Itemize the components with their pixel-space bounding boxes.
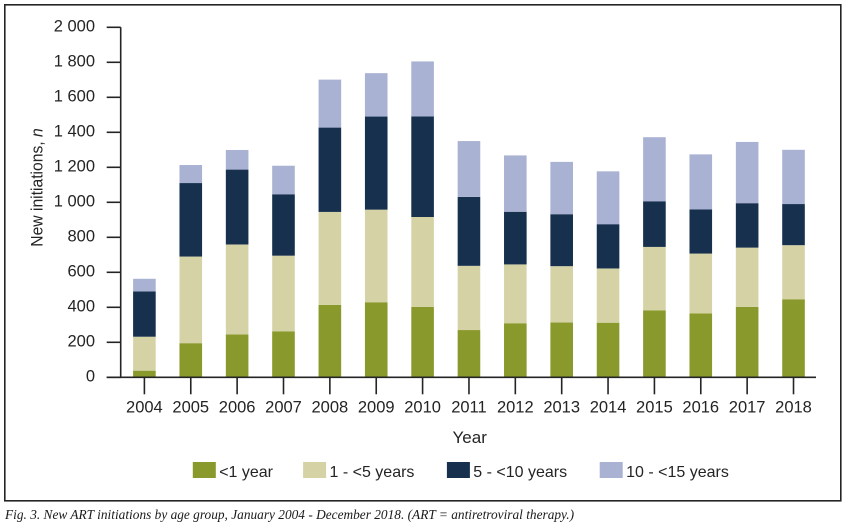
svg-text:2013: 2013 [543,398,580,416]
svg-text:1 400: 1 400 [54,123,95,141]
svg-text:1 600: 1 600 [54,88,95,106]
svg-text:0: 0 [86,368,95,386]
svg-text:400: 400 [67,298,95,316]
svg-text:2007: 2007 [265,398,302,416]
svg-text:2012: 2012 [497,398,534,416]
svg-text:2004: 2004 [126,398,163,416]
svg-text:2009: 2009 [358,398,395,416]
svg-text:1 000: 1 000 [54,193,95,211]
svg-text:2015: 2015 [636,398,673,416]
svg-text:2 000: 2 000 [54,18,95,36]
svg-text:5 - <10 years: 5 - <10 years [473,464,567,481]
svg-text:<1 year: <1 year [219,464,273,481]
svg-text:1 200: 1 200 [54,158,95,176]
svg-text:10 - <15 years: 10 - <15 years [626,464,729,481]
svg-text:200: 200 [67,333,95,351]
svg-text:Year: Year [453,428,488,447]
svg-text:2010: 2010 [404,398,441,416]
svg-text:2014: 2014 [590,398,627,416]
svg-text:2017: 2017 [729,398,766,416]
svg-text:2016: 2016 [682,398,719,416]
svg-text:2006: 2006 [219,398,256,416]
svg-text:2018: 2018 [775,398,812,416]
svg-text:2005: 2005 [172,398,209,416]
svg-text:2008: 2008 [312,398,349,416]
svg-text:800: 800 [67,228,95,246]
svg-text:2011: 2011 [451,398,486,416]
svg-text:600: 600 [67,263,95,281]
svg-text:1 800: 1 800 [54,53,95,71]
svg-text:New initiations, n: New initiations, n [28,128,47,247]
svg-text:1 - <5 years: 1 - <5 years [330,464,415,481]
